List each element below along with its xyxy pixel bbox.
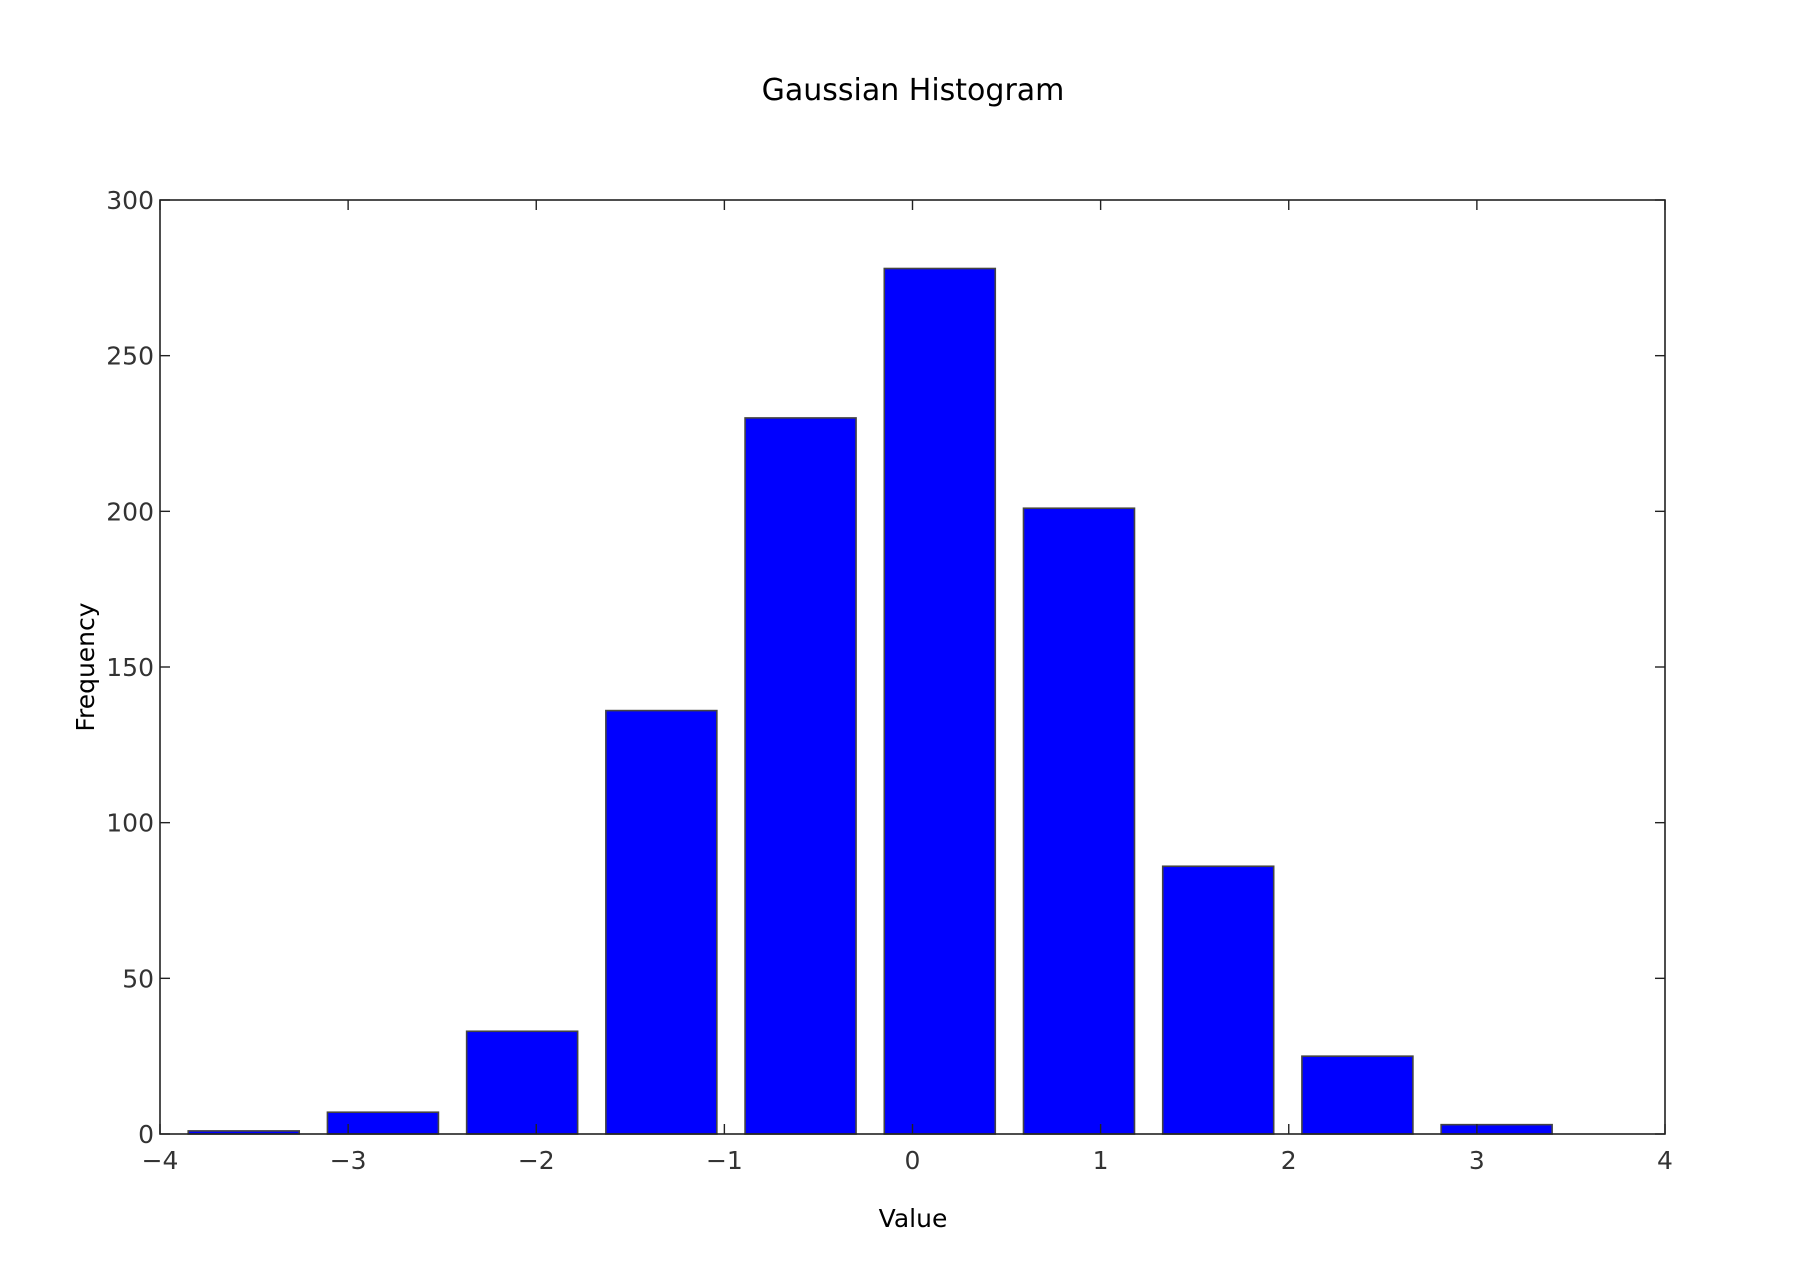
x-tick-label-1: −3	[330, 1146, 367, 1175]
x-tick-label-2: −2	[518, 1146, 555, 1175]
bars-layer	[187, 267, 1553, 1135]
y-tick-label-1: 50	[122, 964, 154, 993]
x-tick-label-4: 0	[905, 1146, 921, 1175]
histogram-bar-5	[883, 267, 997, 1135]
chart-title: Gaussian Histogram	[762, 73, 1065, 108]
y-tick-label-0: 0	[138, 1120, 154, 1149]
y-axis-label: Frequency	[71, 602, 100, 731]
y-tick-label-2: 100	[106, 809, 154, 838]
x-tick-label-5: 1	[1093, 1146, 1109, 1175]
y-tick-label-6: 300	[106, 186, 154, 215]
x-tick-label-3: −1	[706, 1146, 743, 1175]
x-tick-label-8: 4	[1657, 1146, 1673, 1175]
histogram-bar-8	[1301, 1055, 1414, 1135]
histogram-bar-3	[605, 709, 718, 1135]
y-tick-label-4: 200	[106, 497, 154, 526]
histogram-bar-2	[465, 1030, 579, 1135]
x-tick-labels: −4 −3 −2 −1 0 1 2 3 4	[142, 1146, 1673, 1175]
y-tick-label-5: 250	[106, 342, 154, 371]
histogram-bar-1	[326, 1111, 440, 1135]
x-tick-label-6: 2	[1281, 1146, 1297, 1175]
histogram-bar-6	[1022, 507, 1136, 1135]
histogram-bar-7	[1161, 865, 1275, 1135]
x-tick-label-7: 3	[1469, 1146, 1485, 1175]
x-tick-label-0: −4	[142, 1146, 179, 1175]
histogram-bar-9	[1440, 1123, 1553, 1135]
y-tick-label-3: 150	[106, 653, 154, 682]
x-axis-label: Value	[879, 1204, 948, 1233]
ticks-layer	[159, 199, 1666, 1135]
y-tick-labels: 0 50 100 150 200 250 300	[106, 186, 154, 1149]
histogram-bar-4	[744, 417, 857, 1135]
